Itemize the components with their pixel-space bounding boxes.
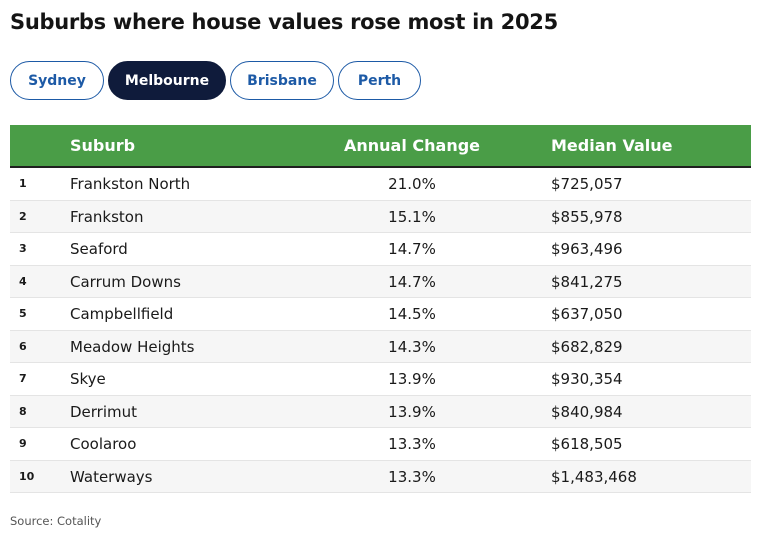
source-note: Source: Cotality: [10, 514, 102, 528]
table-row: 6 Meadow Heights 14.3% $682,829: [10, 330, 751, 363]
rank-cell: 6: [19, 339, 27, 353]
rank-cell: 5: [19, 307, 27, 320]
value-cell: $963,496: [551, 240, 623, 258]
table-header: Suburb Annual Change Median Value: [10, 125, 751, 168]
rank-cell: 3: [19, 242, 27, 255]
rank-cell: 10: [19, 469, 35, 483]
rank-cell: 1: [19, 177, 27, 190]
suburb-cell: Skye: [70, 370, 106, 388]
suburb-cell: Seaford: [70, 240, 128, 258]
suburb-cell: Waterways: [70, 467, 153, 486]
suburb-cell: Coolaroo: [70, 435, 137, 453]
table-row: 9 Coolaroo 13.3% $618,505: [10, 428, 751, 461]
change-cell: 21.0%: [388, 175, 436, 193]
table-row: 1 Frankston North 21.0% $725,057: [10, 168, 751, 201]
value-cell: $725,057: [551, 175, 623, 193]
change-cell: 13.9%: [388, 402, 436, 421]
change-cell: 15.1%: [388, 207, 436, 226]
change-cell: 13.3%: [388, 467, 436, 486]
table-row: 3 Seaford 14.7% $963,496: [10, 233, 751, 266]
change-cell: 14.3%: [388, 337, 436, 356]
rank-cell: 8: [19, 404, 27, 418]
header-suburb: Suburb: [70, 136, 136, 155]
change-cell: 14.5%: [388, 305, 436, 323]
rank-cell: 4: [19, 274, 27, 288]
suburb-cell: Frankston: [70, 207, 144, 226]
change-cell: 14.7%: [388, 240, 436, 258]
table-row: 10 Waterways 13.3% $1,483,468: [10, 460, 751, 493]
suburb-cell: Frankston North: [70, 175, 191, 193]
value-cell: $930,354: [551, 370, 623, 388]
table-row: 2 Frankston 15.1% $855,978: [10, 200, 751, 233]
suburb-cell: Campbellfield: [70, 305, 174, 323]
value-cell: $840,984: [551, 402, 623, 421]
rank-cell: 9: [19, 437, 27, 450]
suburb-cell: Derrimut: [70, 402, 138, 421]
suburbs-table: Suburb Annual Change Median Value 1 Fran…: [10, 125, 751, 493]
value-cell: $682,829: [551, 337, 623, 356]
value-cell: $618,505: [551, 435, 623, 453]
rank-cell: 2: [19, 209, 27, 223]
tab-melbourne[interactable]: Melbourne: [108, 61, 226, 100]
header-annual-change: Annual Change: [343, 136, 481, 155]
suburb-cell: Carrum Downs: [70, 272, 181, 291]
value-cell: $841,275: [551, 272, 623, 291]
change-cell: 14.7%: [388, 272, 436, 291]
header-median-value: Median Value: [551, 136, 673, 155]
table-body: 1 Frankston North 21.0% $725,057 2 Frank…: [10, 168, 751, 493]
change-cell: 13.3%: [388, 435, 436, 453]
value-cell: $1,483,468: [551, 467, 637, 486]
tab-perth[interactable]: Perth: [338, 61, 421, 100]
change-cell: 13.9%: [388, 370, 436, 388]
table-row: 7 Skye 13.9% $930,354: [10, 363, 751, 396]
table-row: 5 Campbellfield 14.5% $637,050: [10, 298, 751, 331]
rank-cell: 7: [19, 372, 27, 385]
page-title: Suburbs where house values rose most in …: [10, 10, 558, 34]
tab-sydney[interactable]: Sydney: [10, 61, 104, 100]
value-cell: $637,050: [551, 305, 623, 323]
tab-brisbane[interactable]: Brisbane: [230, 61, 334, 100]
suburb-cell: Meadow Heights: [70, 337, 195, 356]
table-row: 4 Carrum Downs 14.7% $841,275: [10, 265, 751, 298]
value-cell: $855,978: [551, 207, 623, 226]
table-row: 8 Derrimut 13.9% $840,984: [10, 395, 751, 428]
